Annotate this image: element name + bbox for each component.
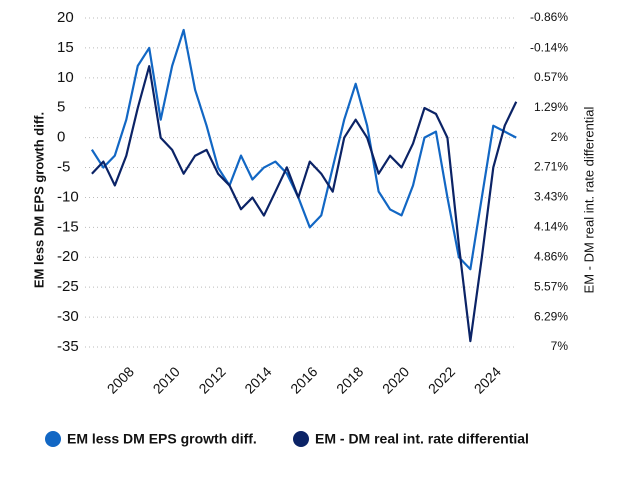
x-tick-label: 2010 <box>150 363 183 396</box>
x-tick-label: 2020 <box>379 363 412 396</box>
y2-tick-label: 5.57% <box>534 279 568 293</box>
y-axis-title: EM less DM EPS growth diff. <box>31 112 46 288</box>
y-tick-label: 0 <box>57 129 65 146</box>
y2-tick-label: 1.29% <box>534 100 568 114</box>
y-tick-label: -35 <box>57 338 79 355</box>
y2-axis-title: EM - DM real int. rate differential <box>581 106 596 293</box>
legend-marker <box>293 431 309 447</box>
series-line <box>90 28 517 271</box>
y2-tick-label: -0.86% <box>530 10 568 24</box>
legend-label: EM less DM EPS growth diff. <box>67 431 257 447</box>
y-tick-label: -20 <box>57 248 79 265</box>
x-tick-label: 2016 <box>287 363 320 396</box>
y2-tick-label: 7% <box>551 339 569 353</box>
y-tick-label: -25 <box>57 278 79 295</box>
y2-tick-label: 4.14% <box>534 219 568 233</box>
x-tick-label: 2008 <box>104 363 137 396</box>
y2-tick-label: 3.43% <box>534 190 568 204</box>
y2-tick-label: 2.71% <box>534 160 568 174</box>
y-tick-label: 5 <box>57 99 65 116</box>
x-tick-label: 2012 <box>195 363 228 396</box>
y-tick-label: -30 <box>57 308 79 325</box>
y2-tick-label: 6.29% <box>534 309 568 323</box>
y2-tick-label: 0.57% <box>534 70 568 84</box>
x-tick-label: 2024 <box>471 363 504 396</box>
y-tick-label: -10 <box>57 188 79 205</box>
y-tick-label: -15 <box>57 218 79 235</box>
y-tick-label: 10 <box>57 69 74 86</box>
y2-tick-label: -0.14% <box>530 40 568 54</box>
x-tick-label: 2022 <box>425 363 458 396</box>
y2-tick-label: 2% <box>551 130 569 144</box>
series-line <box>91 65 518 343</box>
legend-label: EM - DM real int. rate differential <box>315 431 529 447</box>
y-tick-label: -5 <box>57 159 70 176</box>
y2-tick-label: 4.86% <box>534 250 568 264</box>
y-tick-label: 15 <box>57 39 74 56</box>
x-tick-label: 2018 <box>333 363 366 396</box>
y-tick-label: 20 <box>57 9 74 26</box>
x-tick-label: 2014 <box>241 363 274 396</box>
legend-marker <box>45 431 61 447</box>
